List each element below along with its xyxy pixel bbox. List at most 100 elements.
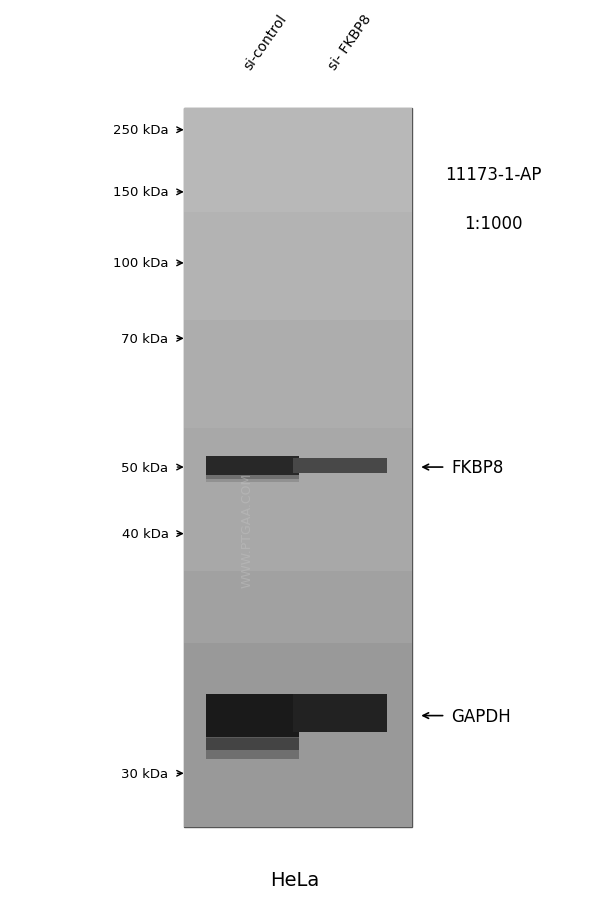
Bar xyxy=(184,108,412,112)
Bar xyxy=(184,130,412,133)
Bar xyxy=(184,213,412,216)
Bar xyxy=(184,632,412,636)
Bar xyxy=(184,367,412,371)
Bar xyxy=(184,255,412,259)
Bar xyxy=(184,353,412,356)
Bar xyxy=(184,446,412,449)
Bar xyxy=(184,327,412,331)
Bar xyxy=(184,795,412,798)
Bar xyxy=(184,206,412,209)
Bar xyxy=(184,665,412,668)
Bar xyxy=(184,231,412,235)
Bar xyxy=(184,485,412,489)
Bar xyxy=(184,568,412,572)
Bar xyxy=(184,590,412,594)
Bar xyxy=(184,284,412,288)
Bar xyxy=(184,198,412,202)
Text: 1:1000: 1:1000 xyxy=(464,215,523,233)
Bar xyxy=(184,766,412,769)
Bar xyxy=(184,686,412,690)
Bar xyxy=(184,148,412,152)
Bar xyxy=(184,400,412,403)
Bar xyxy=(184,784,412,787)
Bar xyxy=(184,626,412,629)
Bar xyxy=(184,288,412,291)
Bar xyxy=(184,715,412,719)
Bar xyxy=(184,162,412,166)
Bar xyxy=(184,309,412,313)
Bar xyxy=(184,449,412,453)
FancyBboxPatch shape xyxy=(184,108,412,826)
Bar xyxy=(184,224,412,227)
Bar xyxy=(184,668,412,672)
Bar xyxy=(184,697,412,701)
Bar xyxy=(184,385,412,389)
Bar xyxy=(184,658,412,661)
Bar xyxy=(184,741,412,744)
Bar xyxy=(184,565,412,568)
Bar xyxy=(184,813,412,816)
Bar xyxy=(206,471,299,479)
Bar xyxy=(206,696,299,718)
Bar xyxy=(184,683,412,686)
Bar xyxy=(184,769,412,773)
Bar xyxy=(184,676,412,679)
Bar xyxy=(184,550,412,554)
Bar xyxy=(184,521,412,525)
Bar xyxy=(184,277,412,281)
Bar xyxy=(184,345,412,349)
Bar xyxy=(184,723,412,726)
Bar xyxy=(184,704,412,708)
Bar xyxy=(184,432,412,436)
Bar xyxy=(184,819,412,823)
Bar xyxy=(184,525,412,529)
Bar xyxy=(184,144,412,148)
Bar xyxy=(184,227,412,231)
Bar xyxy=(184,216,412,220)
Bar xyxy=(184,389,412,392)
Bar xyxy=(184,262,412,266)
Bar xyxy=(184,823,412,826)
Bar xyxy=(184,650,412,654)
Bar xyxy=(184,489,412,492)
Bar xyxy=(206,729,299,750)
Bar xyxy=(184,594,412,597)
Bar xyxy=(184,759,412,762)
Bar xyxy=(184,773,412,777)
Bar xyxy=(184,777,412,780)
Bar xyxy=(184,421,412,425)
Bar xyxy=(184,809,412,813)
Bar xyxy=(184,112,412,115)
Bar xyxy=(184,579,412,583)
Bar xyxy=(184,414,412,418)
Bar xyxy=(184,195,412,198)
Bar xyxy=(184,259,412,262)
Bar xyxy=(184,235,412,238)
Bar xyxy=(206,474,299,483)
Bar xyxy=(184,299,412,302)
Bar xyxy=(184,119,412,123)
Bar xyxy=(184,474,412,478)
Bar xyxy=(184,604,412,608)
Bar xyxy=(184,701,412,704)
Bar xyxy=(184,597,412,601)
Bar xyxy=(184,438,412,442)
Text: WWW.PTGAA.COM: WWW.PTGAA.COM xyxy=(240,472,253,587)
Bar xyxy=(184,511,412,514)
Bar xyxy=(184,805,412,809)
Bar xyxy=(184,543,412,547)
Bar xyxy=(184,428,412,432)
Bar xyxy=(184,173,412,177)
Bar xyxy=(184,266,412,270)
Text: si- FKBP8: si- FKBP8 xyxy=(326,13,374,73)
Bar xyxy=(184,324,412,327)
Bar xyxy=(184,730,412,733)
Bar xyxy=(184,733,412,737)
Bar xyxy=(184,453,412,456)
Bar xyxy=(184,191,412,195)
Bar xyxy=(184,780,412,784)
Bar xyxy=(184,302,412,306)
Bar xyxy=(184,396,412,400)
Bar xyxy=(184,338,412,342)
Bar xyxy=(184,356,412,360)
